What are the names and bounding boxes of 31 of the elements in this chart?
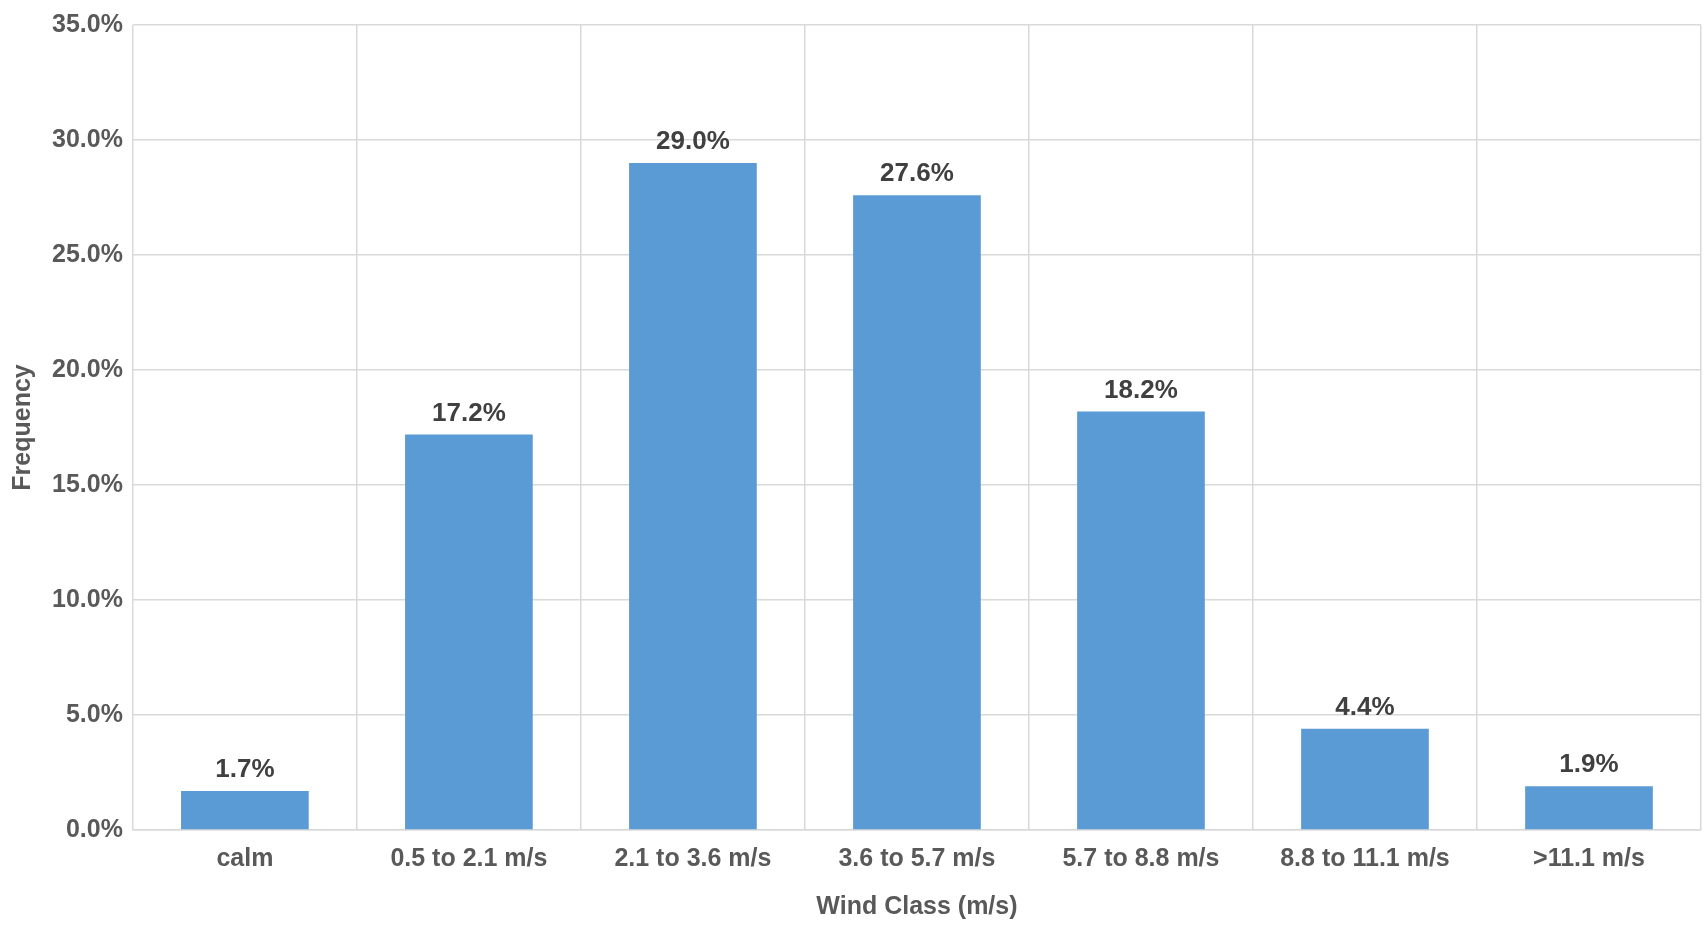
y-tick-label: 10.0%	[52, 583, 123, 612]
x-axis-title: Wind Class (m/s)	[816, 890, 1018, 919]
y-tick-label: 20.0%	[52, 353, 123, 382]
bar	[405, 434, 533, 830]
x-tick-label: 5.7 to 8.8 m/s	[1062, 842, 1220, 871]
bar	[629, 163, 757, 830]
data-label: 18.2%	[1104, 373, 1178, 404]
data-label: 1.7%	[215, 753, 275, 784]
x-tick-label: 0.5 to 2.1 m/s	[390, 842, 548, 871]
y-tick-label: 30.0%	[52, 123, 123, 152]
y-tick-label: 25.0%	[52, 238, 123, 267]
bar	[1077, 411, 1205, 830]
y-tick-label: 35.0%	[52, 8, 123, 37]
x-tick-label: 2.1 to 3.6 m/s	[614, 842, 772, 871]
x-tick-label: calm	[216, 842, 274, 871]
bar	[853, 195, 981, 830]
data-label: 29.0%	[656, 125, 730, 156]
x-tick-label: 8.8 to 11.1 m/s	[1280, 842, 1450, 871]
y-tick-label: 5.0%	[65, 698, 123, 727]
bar	[181, 790, 309, 830]
bar	[1525, 786, 1653, 830]
data-label: 1.9%	[1559, 748, 1619, 779]
x-tick-label: 3.6 to 5.7 m/s	[838, 842, 996, 871]
x-tick-label: >11.1 m/s	[1533, 842, 1645, 871]
y-axis-title: Frequency	[6, 364, 35, 491]
data-label: 4.4%	[1335, 690, 1395, 721]
data-label: 17.2%	[432, 396, 506, 427]
y-tick-label: 15.0%	[52, 468, 123, 497]
data-label: 27.6%	[880, 157, 954, 188]
bar	[1301, 728, 1429, 830]
y-tick-label: 0.0%	[65, 813, 123, 842]
